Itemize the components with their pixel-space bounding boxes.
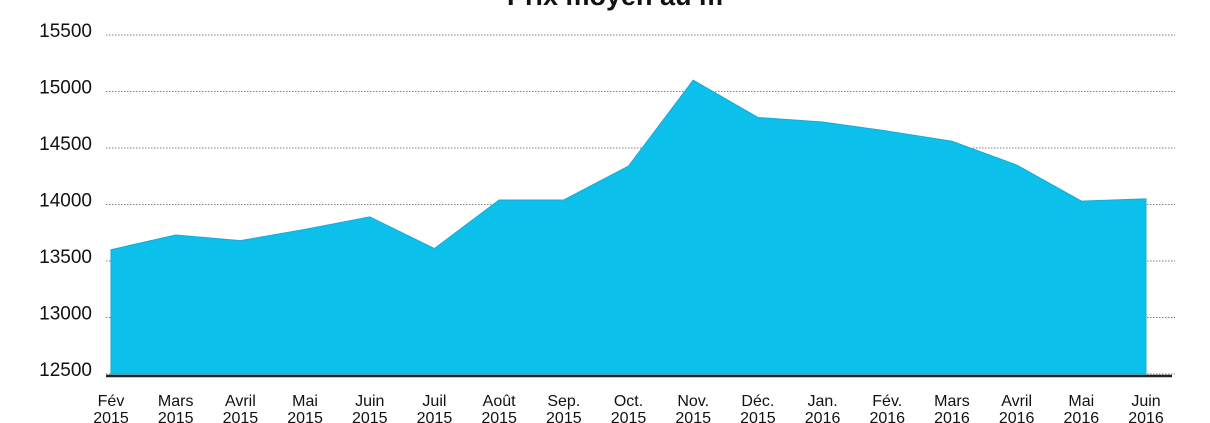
x-tick-label-line: Mars <box>158 393 194 410</box>
x-tick-label-line: Nov. <box>677 393 709 410</box>
y-tick-label: 15000 <box>39 78 92 99</box>
x-tick-label-line: 2015 <box>481 410 517 423</box>
x-tick-label-line: 2015 <box>675 410 711 423</box>
x-tick-label: Mai 2015 <box>287 393 323 423</box>
x-tick-label: Fév. 2016 <box>869 393 905 423</box>
x-tick-label-line: 2016 <box>1064 410 1100 423</box>
x-tick-label-line: Mai <box>292 393 318 410</box>
x-tick-label-line: 2015 <box>93 410 129 423</box>
x-tick-label-line: 2015 <box>158 410 194 423</box>
y-tick-label: 14500 <box>39 134 92 155</box>
x-tick-label-line: Juil <box>422 393 446 410</box>
x-tick-label-line: 2015 <box>546 410 582 423</box>
x-tick-label-line: Déc. <box>741 393 774 410</box>
x-tick-label-line: 2015 <box>223 410 259 423</box>
x-tick-label: Déc. 2015 <box>740 393 776 423</box>
x-tick-label: Avril 2016 <box>999 393 1035 423</box>
x-tick-label-line: Fév <box>98 393 125 410</box>
area <box>110 79 1147 375</box>
y-tick-label: 13500 <box>39 247 92 268</box>
x-tick-label: Mai 2016 <box>1064 393 1100 423</box>
x-tick-label-line: 2016 <box>1128 410 1164 423</box>
x-tick-label-line: 2015 <box>352 410 388 423</box>
x-tick-label: Juil 2015 <box>417 393 453 423</box>
x-tick-label-line: 2015 <box>417 410 453 423</box>
chart-title: Prix moyen au m <box>507 0 723 11</box>
x-tick-label-line: 2016 <box>999 410 1035 423</box>
x-tick-label: Juin 2015 <box>352 393 388 423</box>
x-tick-label-line: Avril <box>225 393 256 410</box>
x-tick-label: Jan. 2016 <box>805 393 841 423</box>
x-tick-label: Sep. 2015 <box>546 393 582 423</box>
y-tick-label: 15500 <box>39 21 92 42</box>
x-tick-label: Juin 2016 <box>1128 393 1164 423</box>
y-tick-label: 12500 <box>39 360 92 381</box>
x-tick-label-line: Fév. <box>872 393 902 410</box>
y-tick-label: 13000 <box>39 304 92 325</box>
x-tick-label: Mars 2016 <box>934 393 970 423</box>
x-tick-label-line: Oct. <box>614 393 643 410</box>
x-tick-label-line: 2016 <box>934 410 970 423</box>
x-tick-label-line: 2015 <box>611 410 647 423</box>
x-tick-label-line: Jan. <box>807 393 837 410</box>
x-tick-label-line: Sep. <box>547 393 580 410</box>
x-tick-label: Nov. 2015 <box>675 393 711 423</box>
x-tick-label-line: Août <box>483 393 516 410</box>
x-tick-label-line: 2015 <box>740 410 776 423</box>
x-tick-label-line: 2016 <box>805 410 841 423</box>
x-tick-label-line: Avril <box>1001 393 1032 410</box>
x-tick-label: Oct. 2015 <box>611 393 647 423</box>
x-tick-label: Avril 2015 <box>223 393 259 423</box>
x-tick-label: Août 2015 <box>481 393 517 423</box>
x-tick-label-line: Mai <box>1068 393 1094 410</box>
x-tick-label-line: Mars <box>934 393 970 410</box>
x-tick-label-line: 2016 <box>869 410 905 423</box>
x-tick-label: Mars 2015 <box>158 393 194 423</box>
y-tick-label: 14000 <box>39 191 92 212</box>
x-tick-label-line: 2015 <box>287 410 323 423</box>
x-tick-label-line: Juin <box>1131 393 1160 410</box>
x-tick-label-line: Juin <box>355 393 384 410</box>
x-tick-label: Fév 2015 <box>93 393 129 423</box>
